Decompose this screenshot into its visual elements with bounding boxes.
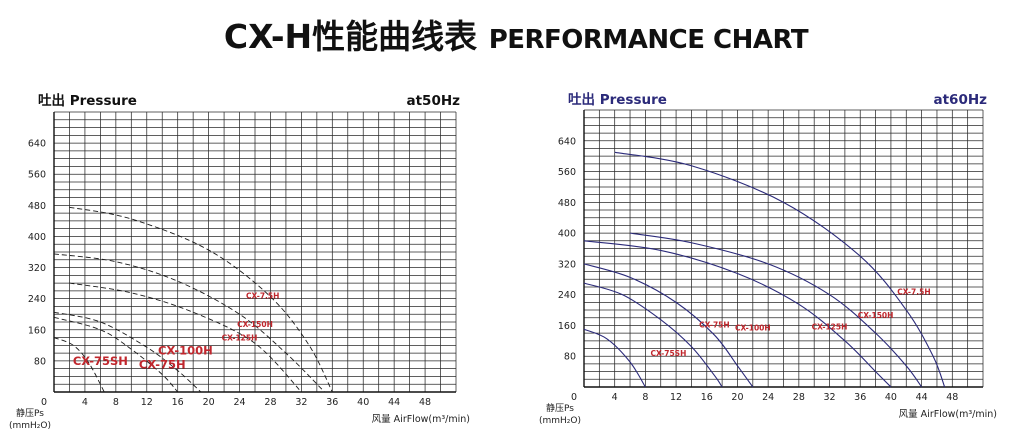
panel-label: 吐出 Pressure [38,92,137,109]
y-tick-label: 640 [558,136,576,147]
series-label: CX-100H [735,323,771,332]
series-label: CX-75SH [73,354,128,368]
x-tick-label: 0 [571,392,577,403]
x-tick-label: 8 [642,392,648,403]
x-tick-label: 44 [916,392,928,403]
frequency-label: at60Hz [933,92,987,108]
y-tick-label: 320 [558,259,576,270]
page-title-cn: CX-H性能曲线表 [223,17,478,56]
y-axis-label: 静压Ps [546,402,574,414]
x-tick-label: 4 [612,392,618,403]
x-axis-label: 风量 AirFlow(m³/min) [899,409,997,420]
frequency-label: at50Hz [406,93,460,109]
y-tick-label: 160 [28,325,46,336]
series-label: CX-150H [237,320,273,329]
x-tick-label: 48 [419,397,431,408]
series-line-cx-125h [69,282,302,393]
series-line-cx-75sh [583,328,646,388]
series-line-cx-75sh [53,337,105,393]
series-label: CX-75H [699,320,730,329]
series-line-cx-75h [53,316,179,393]
x-tick-label: 12 [670,392,682,403]
x-tick-label: 16 [172,397,184,408]
x-tick-label: 12 [141,397,153,408]
x-tick-label: 40 [357,397,369,408]
series-line-cx-7-5h [69,206,333,393]
y-tick-label: 80 [34,356,46,367]
y-tick-label: 160 [558,321,576,332]
x-tick-label: 44 [388,397,400,408]
series-line-cx-75h [583,282,723,388]
y-tick-label: 240 [28,294,46,305]
y-tick-label: 320 [28,263,46,274]
x-tick-label: 48 [946,392,958,403]
y-tick-label: 560 [28,170,46,181]
series-line-cx-125h [583,240,892,388]
series-label: CX-100H [158,343,213,357]
x-tick-label: 4 [82,397,88,408]
x-tick-label: 28 [793,392,805,403]
x-tick-label: 32 [823,392,835,403]
x-tick-label: 36 [326,397,338,408]
x-tick-label: 8 [113,397,119,408]
x-tick-label: 24 [233,397,245,408]
x-tick-label: 20 [203,397,215,408]
series-line-cx-100h [53,311,202,393]
series-label: CX-75SH [650,349,686,358]
y-tick-label: 400 [28,232,46,243]
x-axis-label: 风量 AirFlow(m³/min) [372,414,470,425]
chart-panel-0: 吐出 Pressure at50Hz80160240320400480560640… [9,92,470,431]
series-line-cx-7-5h [614,151,946,388]
panel-label: 吐出 Pressure [568,91,667,108]
series-label: CX-125H [222,333,258,342]
y-tick-label: 560 [558,167,576,178]
x-tick-label: 0 [41,397,47,408]
series-line-cx-100h [583,263,754,388]
y-tick-label: 640 [28,139,46,150]
y-axis-unit: (mmH₂O) [9,421,51,431]
x-tick-label: 36 [854,392,866,403]
y-tick-label: 480 [28,201,46,212]
x-tick-label: 40 [885,392,897,403]
series-label: CX-75H [139,358,186,372]
y-tick-label: 480 [558,198,576,209]
x-tick-label: 24 [762,392,774,403]
x-tick-label: 20 [731,392,743,403]
y-tick-label: 80 [564,352,576,363]
x-tick-label: 16 [701,392,713,403]
page-title-en: PERFORMANCE CHART [488,25,809,55]
grid [583,109,984,388]
x-tick-label: 32 [295,397,307,408]
y-tick-label: 400 [558,229,576,240]
y-tick-label: 240 [558,290,576,301]
series-line-cx-150h [629,232,923,388]
series-line-cx-150h [53,253,325,393]
page-title: CX-H性能曲线表 PERFORMANCE CHART [0,10,1032,58]
grid [53,111,457,393]
chart-panel-1: 吐出 Pressure at60Hz80160240320400480560640… [539,91,997,426]
y-axis-unit: (mmH₂O) [539,416,581,426]
series-label: CX-7.5H [246,292,279,301]
x-tick-label: 28 [264,397,276,408]
series-label: CX-150H [858,311,894,320]
series-label: CX-7.5H [897,288,930,297]
series-label: CX-125H [812,322,848,331]
y-axis-label: 静压Ps [16,407,44,419]
